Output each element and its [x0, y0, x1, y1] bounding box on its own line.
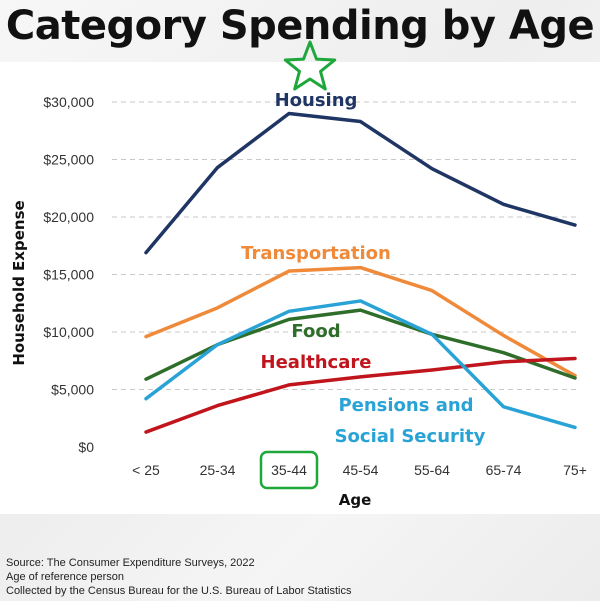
- x-tick-label: 45-54: [343, 462, 379, 478]
- x-axis-title: Age: [339, 491, 372, 509]
- y-tick-label: $5,000: [51, 382, 94, 398]
- highlight-box: [259, 450, 319, 490]
- series-label: Housing: [275, 90, 358, 111]
- series-label: Healthcare: [261, 352, 372, 373]
- y-tick-label: $15,000: [43, 267, 94, 283]
- chart-title: Category Spending by Age: [5, 3, 595, 49]
- reference-note: Age of reference person: [6, 571, 125, 583]
- y-tick-label: $20,000: [43, 209, 94, 225]
- line-chart: $0 $5,000 $10,000 $15,000 $20,000 $25,000 $30,…: [10, 40, 587, 509]
- series-line: [144, 111, 577, 255]
- y-tick-label: $10,000: [43, 324, 94, 340]
- x-tick-label: 75+: [563, 462, 587, 478]
- x-tick-label: 25-34: [200, 462, 236, 478]
- footer: Source: The Consumer Expenditure Surveys…: [6, 556, 596, 598]
- y-tick-label: $25,000: [43, 152, 94, 168]
- y-tick-label: $30,000: [43, 94, 94, 110]
- x-tick-label: 65-74: [486, 462, 522, 478]
- series-label: Transportation: [241, 243, 391, 264]
- star-icon: [283, 40, 337, 91]
- x-tick-label: 55-64: [414, 462, 450, 478]
- x-tick-label: < 25: [132, 462, 160, 478]
- series-label: Social Security: [335, 426, 486, 447]
- y-tick-label: $0: [78, 439, 94, 455]
- series-label: Food: [291, 321, 340, 342]
- collection-note: Collected by the Census Bureau for the U…: [6, 585, 352, 597]
- source-note: Source: The Consumer Expenditure Surveys…: [6, 557, 255, 569]
- plot-panel: [0, 62, 600, 514]
- series-label: Pensions and: [338, 395, 473, 416]
- x-tick-label: 35-44: [271, 462, 307, 478]
- y-axis-title: Household Expense: [10, 200, 28, 365]
